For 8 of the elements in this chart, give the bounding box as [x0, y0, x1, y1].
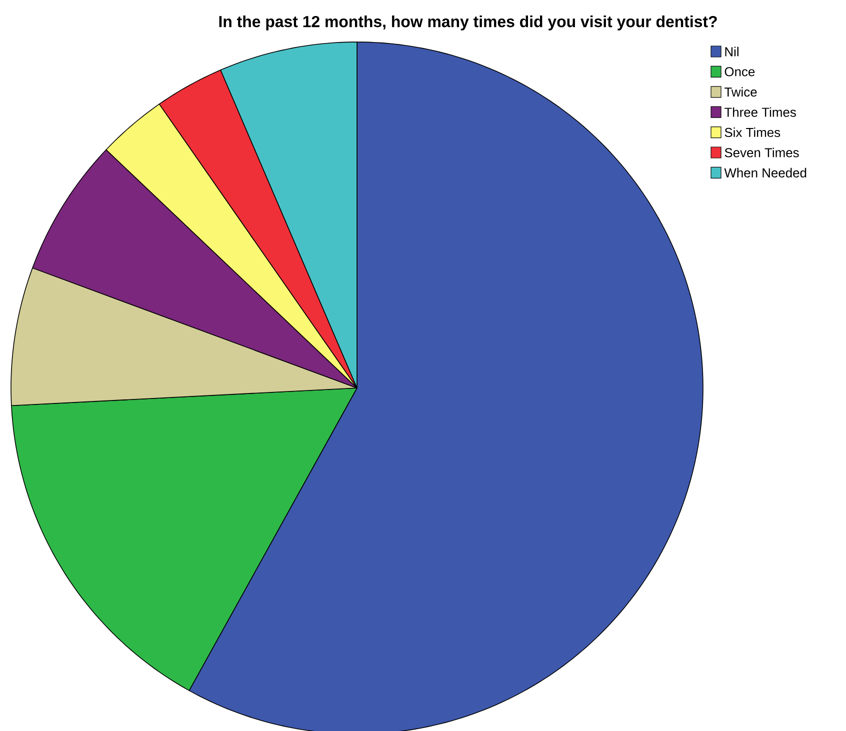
legend-label: Seven Times — [724, 148, 799, 158]
chart-title: In the past 12 months, how many times did you visit your dentist? — [219, 16, 717, 30]
legend-label: Twice — [724, 87, 757, 97]
legend-label: Once — [724, 67, 755, 76]
legend-label: Three Times — [724, 107, 796, 117]
legend-label: Six Times — [724, 128, 780, 138]
legend-label: Nil — [725, 46, 738, 56]
legend-label: When Needed — [724, 168, 806, 178]
